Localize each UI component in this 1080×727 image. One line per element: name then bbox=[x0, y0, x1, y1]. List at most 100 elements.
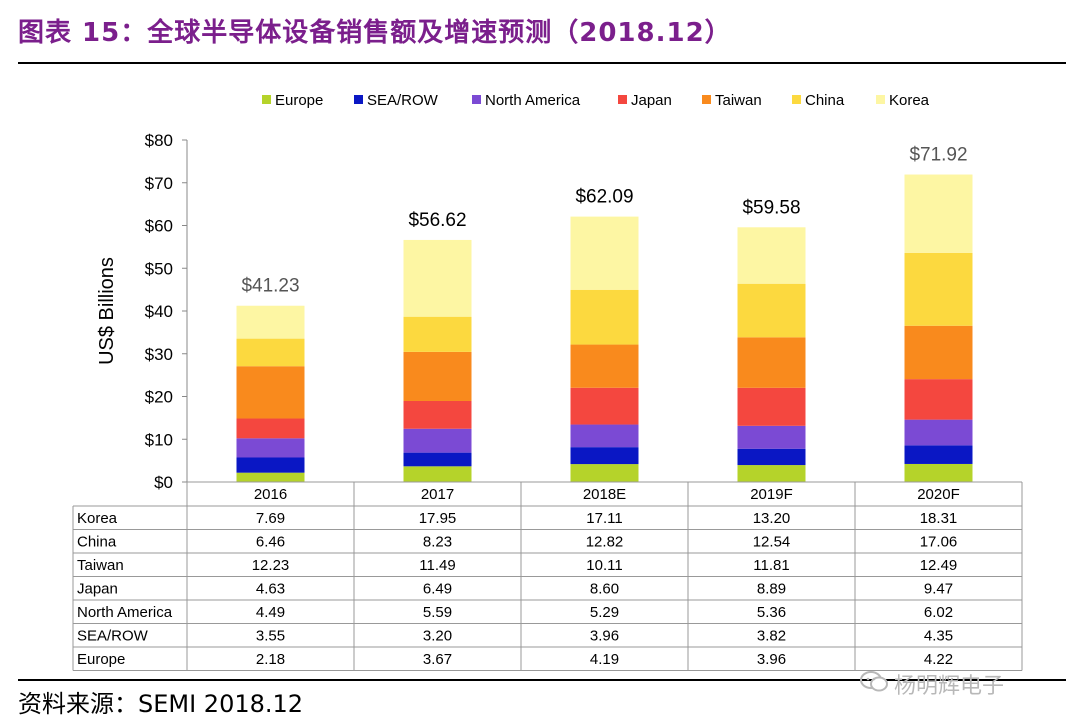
bar-segment-korea bbox=[737, 227, 806, 284]
bar-segment-japan bbox=[236, 418, 305, 439]
bar-segment-china bbox=[236, 338, 305, 367]
bar-segment-china bbox=[904, 252, 973, 326]
x-category-label: 2019F bbox=[750, 486, 793, 503]
source-note: 资料来源：SEMI 2018.12 bbox=[18, 690, 304, 718]
y-tick-label: $50 bbox=[145, 259, 173, 278]
bar-segment-north-america bbox=[403, 428, 472, 453]
table-row-label: North America bbox=[77, 604, 173, 621]
table-row-label: Taiwan bbox=[77, 557, 124, 574]
y-tick-label: $10 bbox=[145, 430, 173, 449]
legend-swatch bbox=[702, 95, 711, 104]
table-cell: 8.89 bbox=[757, 581, 786, 598]
bar-total-label: $62.09 bbox=[575, 187, 633, 208]
table-cell: 17.11 bbox=[586, 510, 622, 527]
legend-swatch bbox=[472, 95, 481, 104]
bar-segment-china bbox=[403, 316, 472, 352]
table-cell: 6.49 bbox=[423, 581, 452, 598]
bar-segment-korea bbox=[904, 174, 973, 253]
y-tick-label: $30 bbox=[145, 345, 173, 364]
table-cell: 3.96 bbox=[757, 651, 786, 668]
bar-total-label: $71.92 bbox=[909, 145, 967, 166]
y-tick-label: $40 bbox=[145, 302, 173, 321]
legend-swatch bbox=[262, 95, 271, 104]
bar-segment-korea bbox=[570, 216, 639, 290]
y-axis-title: US$ Billions bbox=[96, 257, 118, 365]
bar-segment-china bbox=[737, 283, 806, 338]
table-cell: 18.31 bbox=[920, 510, 958, 527]
bar-segment-sea-row bbox=[570, 447, 639, 465]
bar-segment-north-america bbox=[236, 438, 305, 458]
x-category-label: 2017 bbox=[421, 486, 454, 503]
watermark: 杨明辉电子 bbox=[860, 668, 1004, 700]
table-cell: 13.20 bbox=[753, 510, 791, 527]
bar-total-label: $56.62 bbox=[408, 210, 466, 231]
table-cell: 3.96 bbox=[590, 628, 619, 645]
table-cell: 12.49 bbox=[920, 557, 958, 574]
legend-label: Europe bbox=[275, 92, 323, 109]
bar-segment-taiwan bbox=[403, 351, 472, 401]
footer-divider bbox=[18, 679, 1066, 681]
table-cell: 2.18 bbox=[256, 651, 285, 668]
x-category-label: 2020F bbox=[917, 486, 960, 503]
table-cell: 8.60 bbox=[590, 581, 619, 598]
legend-label: Taiwan bbox=[715, 92, 762, 109]
table-cell: 4.49 bbox=[256, 604, 285, 621]
y-tick-label: $20 bbox=[145, 388, 173, 407]
table-cell: 4.22 bbox=[924, 651, 953, 668]
bar-segment-north-america bbox=[570, 424, 639, 448]
bar-segment-europe bbox=[737, 465, 806, 482]
bar-segment-sea-row bbox=[904, 445, 973, 464]
bar-segment-sea-row bbox=[236, 457, 305, 473]
legend-label: SEA/ROW bbox=[367, 92, 439, 109]
y-tick-label: $80 bbox=[145, 131, 173, 150]
table-row-label: SEA/ROW bbox=[77, 628, 149, 645]
stacked-bar-chart: $0 $10 $20 $30 $40 $50 $60 $70 $80 US$ Billions $4… bbox=[72, 92, 1023, 671]
x-category-label: 2016 bbox=[254, 486, 287, 503]
bar-segment-europe bbox=[904, 463, 973, 482]
table-cell: 12.23 bbox=[252, 557, 290, 574]
bar-segment-north-america bbox=[737, 425, 806, 449]
table-row-label: Korea bbox=[77, 510, 118, 527]
page-title: 图表 15：全球半导体设备销售额及增速预测（2018.12） bbox=[18, 18, 732, 48]
bar-segment-japan bbox=[904, 379, 973, 420]
table-cell: 5.36 bbox=[757, 604, 786, 621]
table-row-label: Europe bbox=[77, 651, 125, 668]
bar-segment-sea-row bbox=[737, 448, 806, 466]
x-category-label: 2018E bbox=[583, 486, 626, 503]
table-cell: 12.54 bbox=[753, 534, 791, 551]
legend-label: North America bbox=[485, 92, 581, 109]
table-cell: 9.47 bbox=[924, 581, 953, 598]
table-cell: 4.35 bbox=[924, 628, 953, 645]
table-cell: 3.67 bbox=[423, 651, 452, 668]
table-row-label: Japan bbox=[77, 581, 118, 598]
table-cell: 8.23 bbox=[423, 534, 452, 551]
bar-total-label: $59.58 bbox=[742, 197, 800, 218]
table-cell: 3.55 bbox=[256, 628, 285, 645]
bar-segment-korea bbox=[403, 239, 472, 317]
bar-segment-china bbox=[570, 289, 639, 345]
y-tick-label: $0 bbox=[154, 473, 173, 492]
bar-segment-japan bbox=[737, 387, 806, 426]
table-cell: 4.19 bbox=[590, 651, 619, 668]
bar-segment-taiwan bbox=[737, 337, 806, 388]
watermark-text: 杨明辉电子 bbox=[894, 674, 1005, 699]
bar-segment-korea bbox=[236, 305, 305, 339]
bar-total-label: $41.23 bbox=[241, 276, 299, 297]
table-cell: 11.49 bbox=[419, 557, 455, 574]
legend-swatch bbox=[618, 95, 627, 104]
table-cell: 3.20 bbox=[423, 628, 452, 645]
bar-segment-europe bbox=[236, 472, 305, 482]
bar-segment-north-america bbox=[904, 419, 973, 446]
table-cell: 3.82 bbox=[757, 628, 786, 645]
y-tick-label: $70 bbox=[145, 174, 173, 193]
legend-swatch bbox=[354, 95, 363, 104]
bar-segment-taiwan bbox=[570, 344, 639, 388]
table-cell: 6.46 bbox=[256, 534, 285, 551]
table-cell: 4.63 bbox=[256, 581, 285, 598]
legend-label: Korea bbox=[889, 92, 930, 109]
table-cell: 5.59 bbox=[423, 604, 452, 621]
y-tick-label: $60 bbox=[145, 217, 173, 236]
legend-label: Japan bbox=[631, 92, 672, 109]
chat-bubble-icon bbox=[860, 671, 888, 699]
table-cell: 10.11 bbox=[586, 557, 622, 574]
